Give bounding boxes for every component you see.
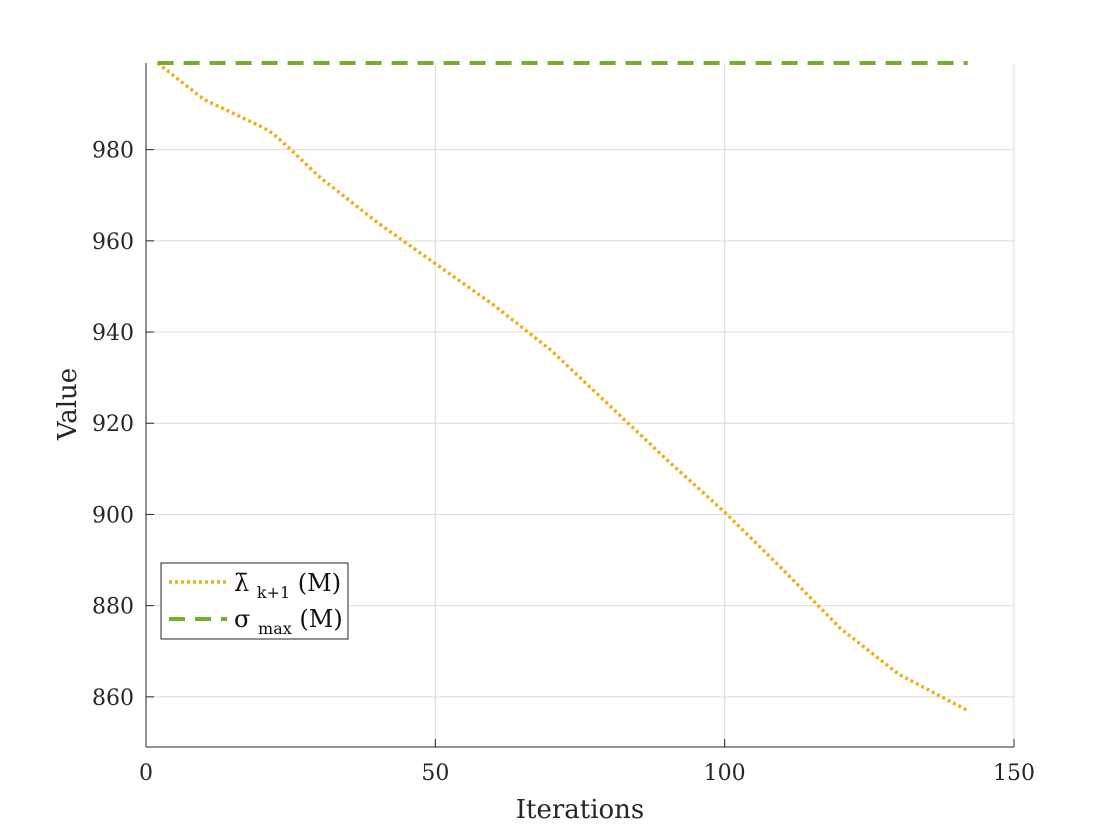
grid-lines bbox=[145, 63, 1015, 747]
legend-label-sigma: σ max (M) bbox=[234, 605, 343, 640]
series-line-0 bbox=[156, 61, 969, 713]
y-tick-label-3: 920 bbox=[92, 412, 134, 437]
x-tick-label-2: 100 bbox=[704, 761, 746, 786]
x-tick-label-1: 50 bbox=[421, 761, 449, 786]
axes bbox=[145, 63, 1015, 748]
y-axis-title: Value bbox=[53, 368, 83, 441]
y-tick-label-0: 860 bbox=[92, 686, 134, 711]
legend-label-sigma-sub: max bbox=[258, 619, 292, 638]
tick-labels: 0 50 100 150 860 880 900 920 940 960 980 bbox=[92, 139, 1035, 786]
x-tick-label-0: 0 bbox=[139, 761, 153, 786]
legend-label-sigma-tail: (M) bbox=[299, 605, 342, 633]
legend-label-lambda: λ̄ k+1 (M) bbox=[234, 569, 341, 604]
y-tick-label-2: 900 bbox=[92, 503, 134, 528]
legend: λ̄ k+1 (M) σ max (M) bbox=[160, 562, 349, 640]
y-tick-label-1: 880 bbox=[92, 595, 134, 620]
x-axis-title: Iterations bbox=[516, 795, 645, 825]
legend-box bbox=[160, 562, 349, 640]
y-tick-label-6: 980 bbox=[92, 139, 134, 164]
series-lines bbox=[156, 61, 969, 713]
x-tick-label-3: 150 bbox=[993, 761, 1035, 786]
y-tick-label-4: 940 bbox=[92, 321, 134, 346]
legend-label-lambda-tail: (M) bbox=[298, 569, 341, 597]
legend-label-sigma-base: σ bbox=[234, 605, 250, 633]
legend-label-lambda-base: λ̄ bbox=[234, 569, 249, 597]
legend-label-lambda-sub: k+1 bbox=[257, 583, 290, 602]
y-tick-label-5: 960 bbox=[92, 230, 134, 255]
